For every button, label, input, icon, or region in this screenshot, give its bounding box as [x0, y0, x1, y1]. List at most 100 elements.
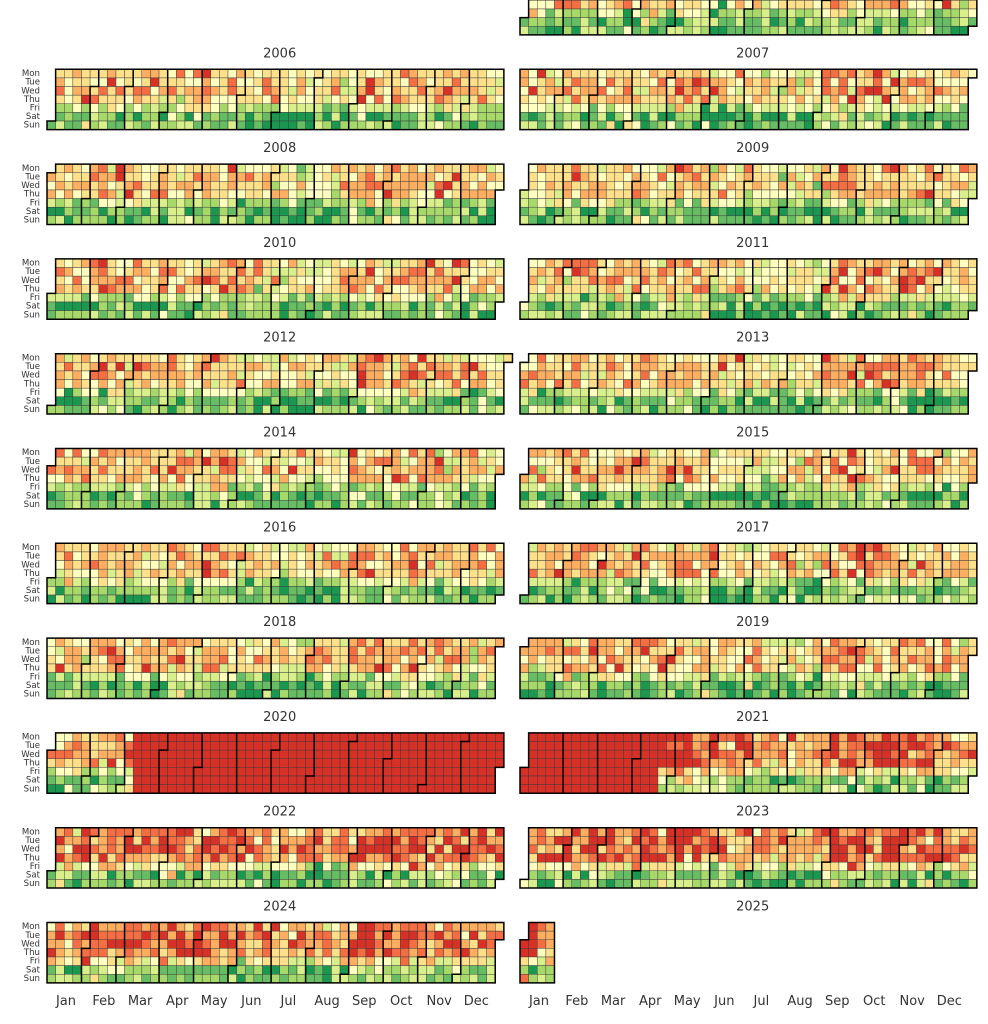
day-cell: [201, 310, 212, 320]
day-cell: [236, 267, 246, 277]
day-cell: [640, 275, 650, 285]
day-cell: [907, 301, 917, 311]
day-cell: [605, 405, 616, 415]
day-cell: [477, 77, 487, 87]
day-cell: [201, 680, 212, 691]
day-cell: [477, 379, 487, 389]
day-cell: [322, 181, 332, 191]
day-cell: [434, 258, 444, 268]
day-cell: [210, 267, 220, 277]
day-cell: [253, 310, 263, 320]
day-cell: [580, 465, 590, 475]
day-cell: [761, 551, 771, 561]
day-cell: [72, 112, 82, 122]
day-cell: [253, 551, 263, 561]
day-cell: [408, 172, 418, 182]
day-cell: [942, 405, 952, 415]
day-cell: [98, 275, 108, 285]
day-cell: [649, 8, 659, 18]
day-cell: [778, 17, 788, 27]
day-cell: [158, 163, 168, 173]
day-cell: [98, 258, 108, 268]
month-outline: [519, 0, 978, 36]
day-cell: [451, 103, 461, 113]
day-cell: [184, 482, 194, 492]
day-cell: [253, 301, 263, 311]
day-cell: [942, 172, 952, 182]
day-cell: [477, 284, 487, 294]
day-cell: [296, 465, 306, 475]
day-cell: [588, 405, 598, 415]
day-cell: [847, 586, 857, 596]
day-cell: [623, 189, 633, 199]
day-cell: [873, 103, 883, 113]
day-cell: [245, 491, 255, 501]
day-cell: [899, 267, 909, 277]
day-cell: [253, 112, 263, 122]
day-cell: [417, 163, 427, 173]
day-cell: [279, 215, 289, 225]
day-cell: [752, 163, 762, 173]
day-cell: [899, 301, 909, 311]
day-cell: [674, 293, 685, 303]
day-cell: [959, 568, 969, 579]
day-cell: [649, 594, 659, 604]
day-cell: [890, 543, 900, 553]
day-cell: [400, 94, 410, 105]
day-cell: [795, 456, 805, 466]
weekday-label-tue: Tue: [24, 362, 40, 372]
day-cell: [270, 543, 280, 553]
day-cell: [141, 215, 151, 225]
day-cell: [890, 206, 900, 217]
day-cell: [115, 120, 125, 130]
day-cell: [959, 379, 969, 389]
day-cell: [743, 172, 753, 182]
day-cell: [288, 86, 298, 96]
day-cell: [132, 405, 143, 415]
day-cell: [219, 77, 229, 87]
day-cell: [830, 77, 840, 87]
day-cell: [545, 163, 555, 173]
day-cell: [408, 448, 418, 458]
day-cell: [580, 577, 590, 587]
day-cell: [597, 499, 607, 510]
day-cell: [339, 474, 349, 484]
day-cell: [236, 568, 246, 579]
day-cell: [89, 577, 99, 587]
day-cell: [443, 482, 453, 492]
day-cell: [288, 310, 298, 320]
day-cell: [847, 8, 857, 18]
day-cell: [245, 189, 255, 199]
day-cell: [400, 543, 410, 553]
day-cell: [357, 474, 367, 484]
day-cell: [778, 94, 788, 105]
day-cell: [657, 551, 667, 561]
day-cell: [855, 482, 866, 492]
day-cell: [486, 370, 496, 380]
day-cell: [554, 215, 564, 225]
day-cell: [562, 258, 572, 268]
day-cell: [279, 499, 289, 510]
day-cell: [700, 560, 710, 570]
day-cell: [718, 8, 728, 18]
day-cell: [812, 258, 822, 268]
day-cell: [434, 77, 444, 87]
day-cell: [623, 543, 633, 553]
day-cell: [649, 69, 659, 79]
day-cell: [339, 448, 349, 458]
day-cell: [193, 310, 203, 320]
day-cell: [907, 206, 917, 217]
day-cell: [933, 370, 943, 380]
day-cell: [115, 275, 125, 285]
day-cell: [769, 69, 779, 79]
day-cell: [907, 163, 917, 173]
day-cell: [193, 172, 203, 182]
day-cell: [141, 655, 151, 665]
day-cell: [631, 94, 641, 105]
day-cell: [623, 560, 633, 570]
day-cell: [296, 69, 306, 79]
day-cell: [176, 387, 186, 398]
day-cell: [357, 163, 367, 173]
day-cell: [657, 120, 667, 130]
day-cell: [443, 120, 453, 130]
